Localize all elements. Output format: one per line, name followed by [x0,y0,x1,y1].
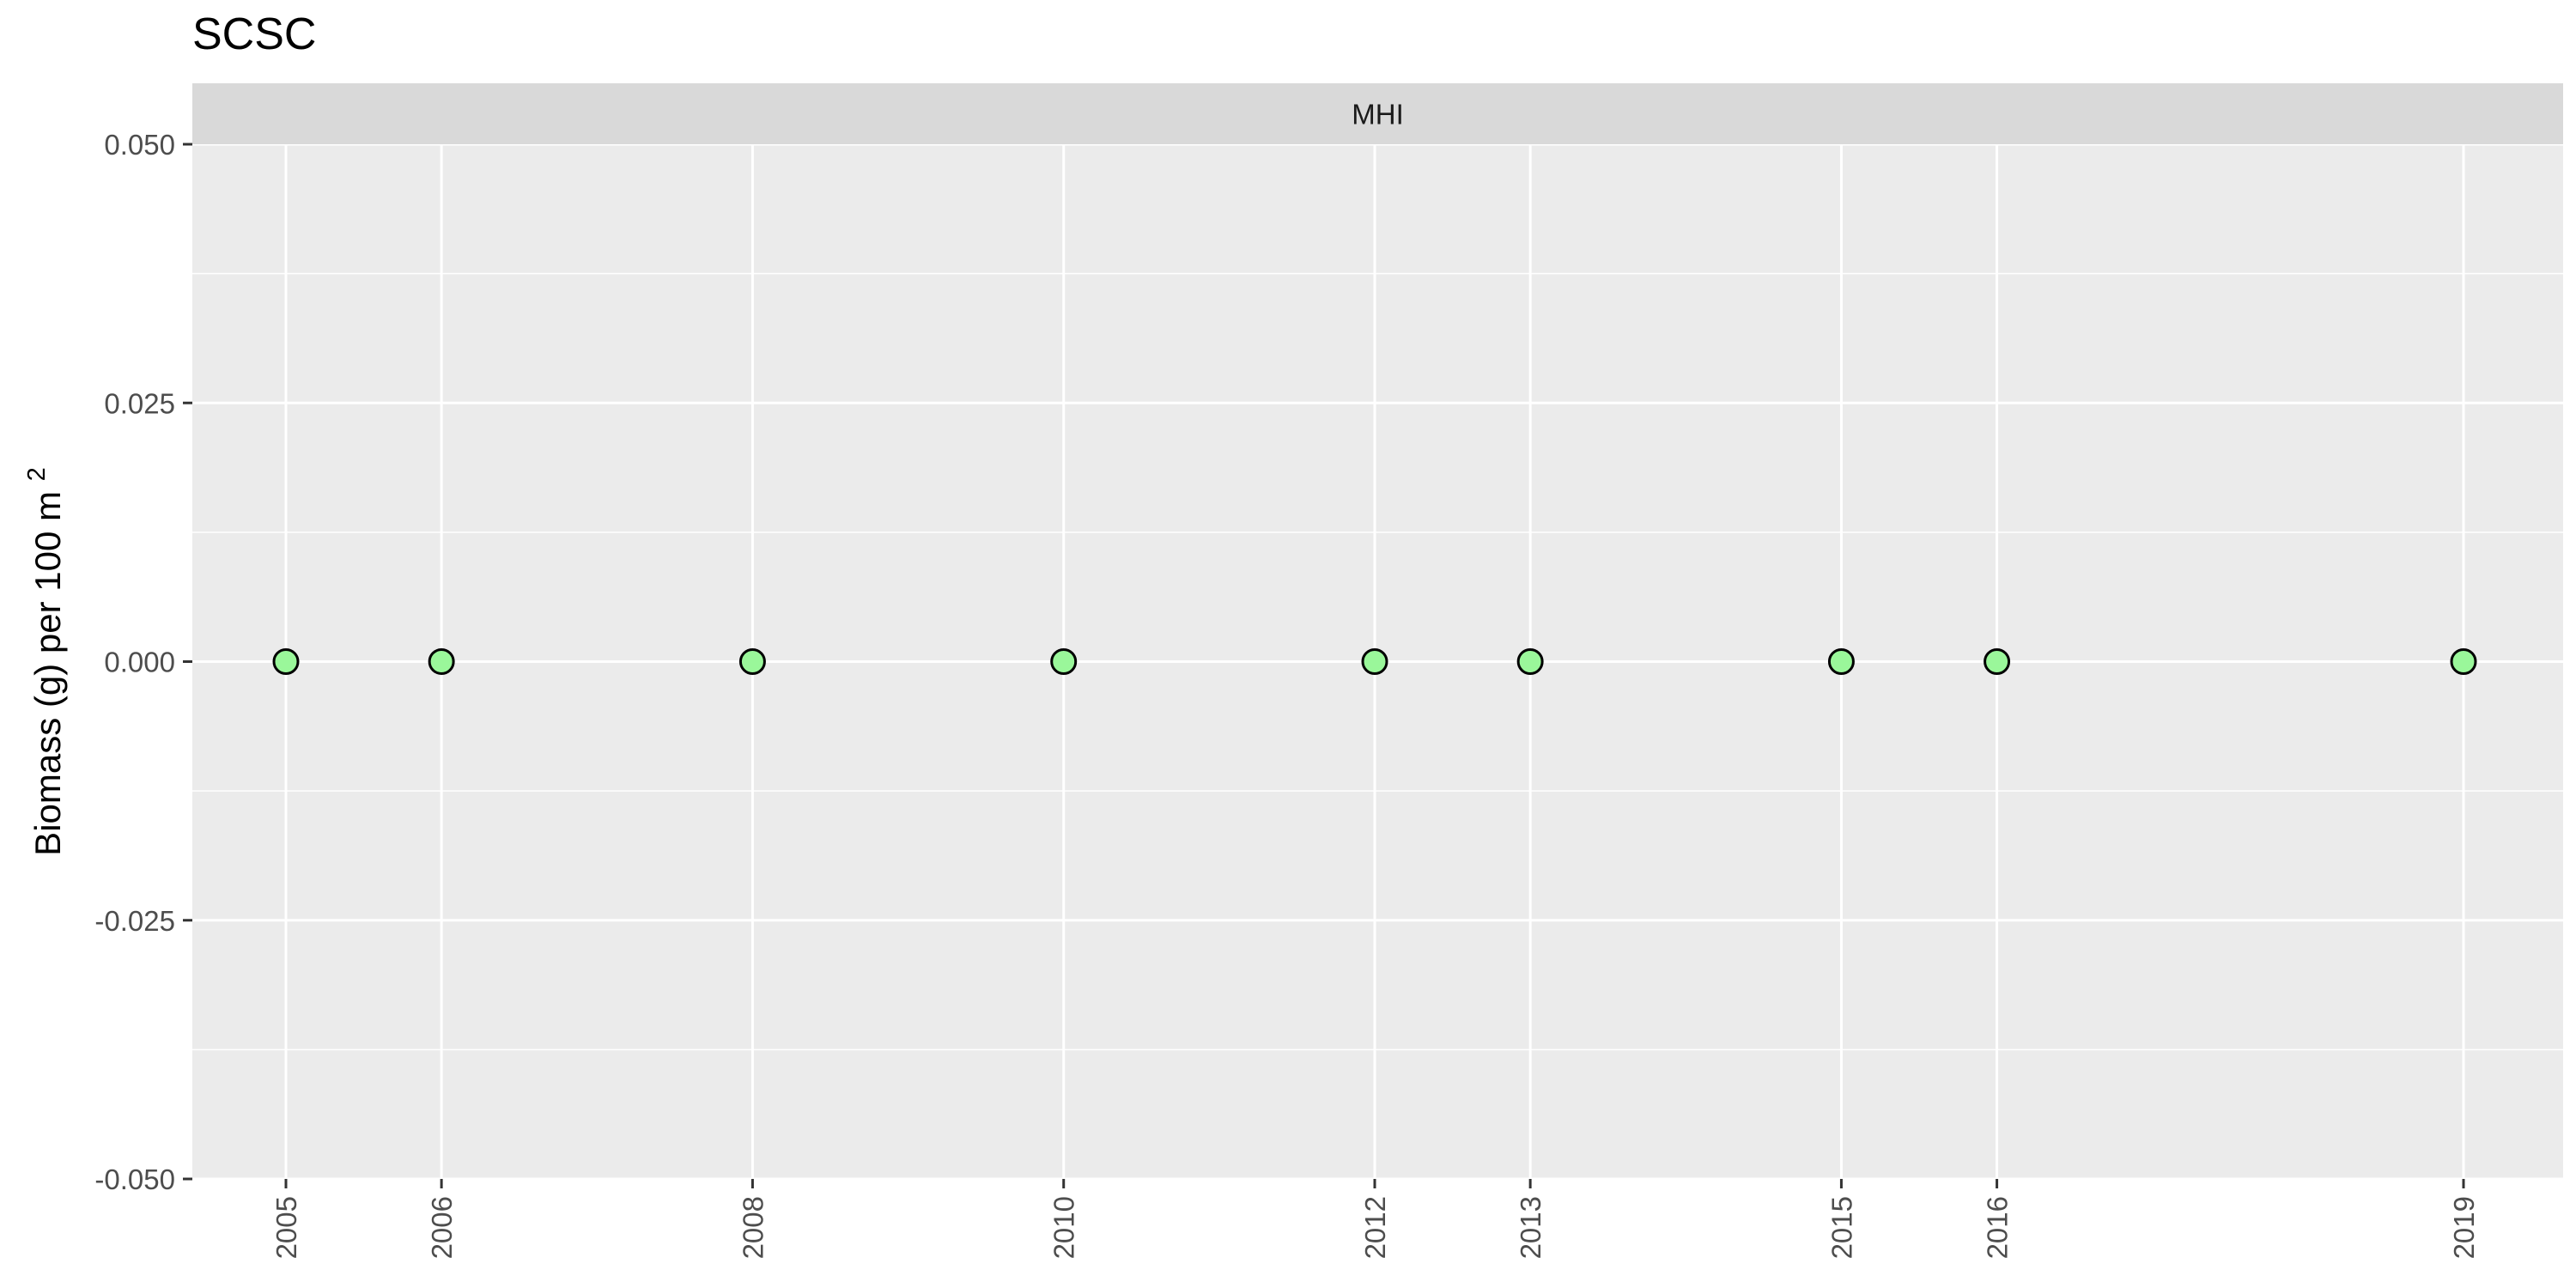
data-point [1516,648,1544,675]
data-point [738,648,766,675]
x-tick-label: 2019 [2448,1196,2480,1259]
x-tick-label: 2012 [1359,1196,1391,1259]
data-point [428,648,455,675]
data-point [272,648,300,675]
data-point [1984,648,2011,675]
y-tick-label: 0.000 [104,647,175,678]
facet-strip [192,83,2563,144]
y-tick-label: -0.025 [94,905,175,937]
x-axis: 2005 2006 2008 2010 2012 2013 2015 2016 2019 [270,1179,2480,1259]
x-tick-label: 2016 [1982,1196,2014,1259]
x-tick-label: 2010 [1048,1196,1080,1259]
minor-gridlines [192,272,2563,1051]
facet-label: MHI [1352,99,1404,131]
y-tick-label: -0.050 [94,1163,175,1195]
y-axis: -0.050 -0.025 0.000 0.025 0.050 [94,129,192,1195]
y-axis-label-main: Biomass (g) per 100 m [27,491,68,856]
y-tick-label: 0.050 [104,129,175,161]
data-point [2450,648,2477,675]
y-tick-label: 0.025 [104,387,175,419]
y-axis-label: Biomass (g) per 100 m 2 [23,467,68,856]
x-tick-label: 2008 [737,1196,769,1259]
data-point [1050,648,1078,675]
data-point [1361,648,1388,675]
data-point [1827,648,1855,675]
y-axis-label-superscript: 2 [23,467,51,481]
data-points [272,648,2477,675]
x-tick-label: 2005 [270,1196,302,1259]
chart-title: SCSC [192,9,317,59]
x-tick-label: 2013 [1515,1196,1546,1259]
x-tick-label: 2006 [426,1196,458,1259]
x-tick-label: 2015 [1826,1196,1857,1259]
